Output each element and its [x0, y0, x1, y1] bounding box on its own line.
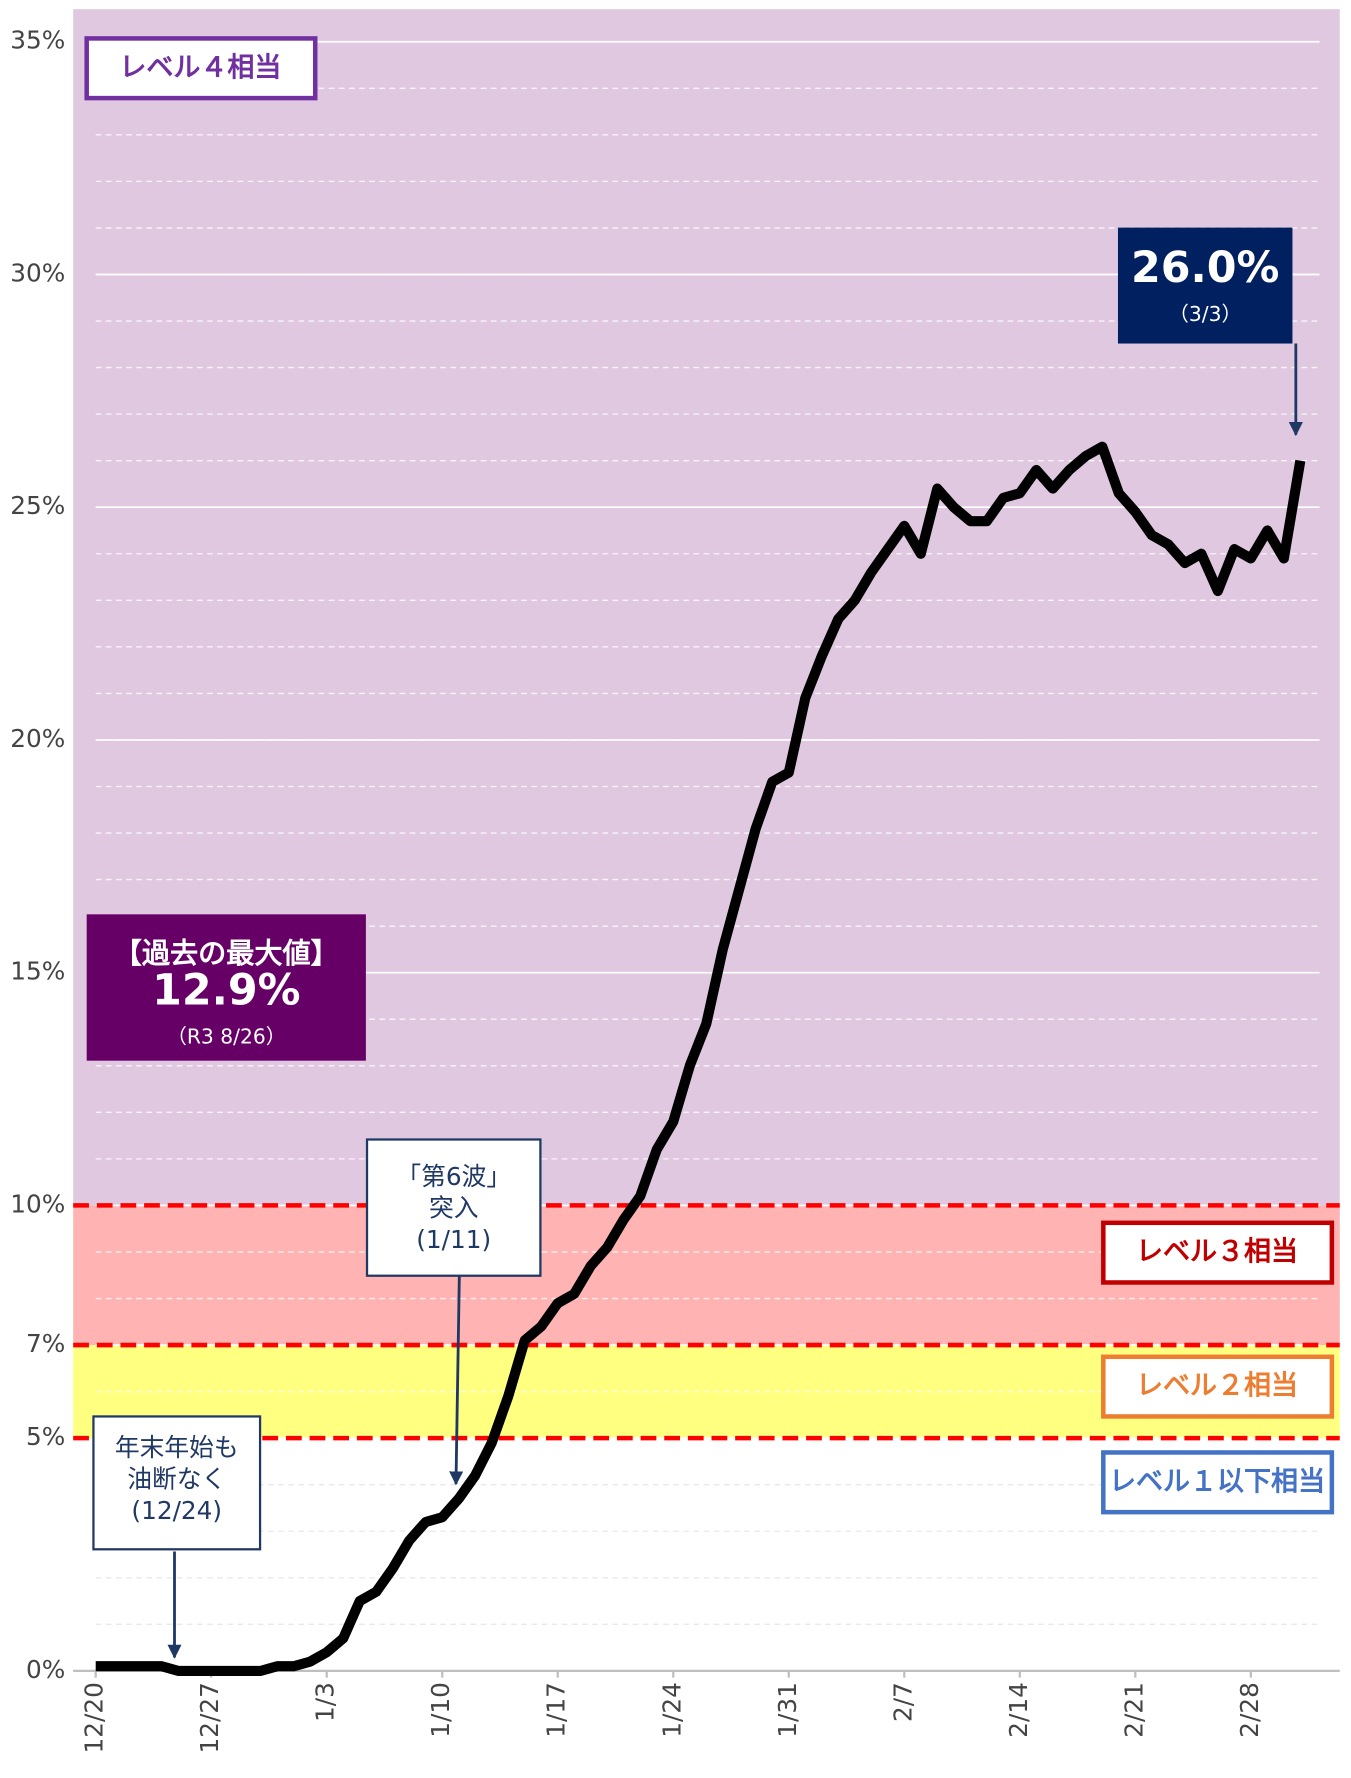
annotation-text: （R3 8/26）: [167, 1025, 286, 1049]
level-box: [1101, 1450, 1335, 1515]
x-tick-label: 1/31: [773, 1682, 802, 1738]
y-tick-label: 30%: [10, 258, 65, 287]
x-tick-label: 12/27: [195, 1682, 224, 1753]
y-tick-label: 20%: [10, 724, 65, 753]
annotation-box: [1117, 227, 1293, 344]
x-tick-label: 1/3: [311, 1682, 340, 1722]
annotation-text: 年末年始も: [115, 1433, 239, 1462]
annotation-text: 油断なく: [127, 1465, 226, 1494]
x-tick-label: 2/14: [1004, 1682, 1033, 1738]
annotation-text: （3/3）: [1169, 302, 1242, 326]
x-tick-label: 2/7: [888, 1682, 917, 1722]
level-label: レベル２相当: [1136, 1371, 1298, 1402]
level-box: [1101, 1354, 1335, 1419]
annotation-text: 26.0%: [1131, 243, 1279, 293]
level-label: レベル１以下相当: [1109, 1466, 1325, 1497]
annotation-text: 【過去の最大値】: [114, 937, 339, 970]
data-line: [95, 441, 1306, 1676]
annotation-arrow: [449, 1275, 464, 1486]
annotation-box: [86, 914, 366, 1061]
x-tick-label: 1/10: [426, 1682, 455, 1738]
y-tick-label: 0%: [26, 1655, 65, 1684]
x-tick-label: 1/24: [657, 1682, 686, 1738]
y-tick-label: 7%: [26, 1329, 65, 1358]
y-tick-label: 15%: [10, 957, 65, 986]
x-tick-label: 2/28: [1235, 1682, 1264, 1738]
annotation-box: [92, 1415, 262, 1551]
level-box: [84, 36, 318, 101]
annotation-text: (1/11): [416, 1225, 491, 1254]
x-tick-label: 12/20: [80, 1682, 109, 1753]
annotation-text: 突入: [429, 1193, 479, 1222]
level-label: レベル３相当: [1136, 1237, 1298, 1268]
annotation-text: (12/24): [131, 1496, 222, 1525]
annotation-text: 12.9%: [152, 966, 300, 1016]
x-tick-label: 2/21: [1119, 1682, 1148, 1738]
y-tick-label: 10%: [10, 1189, 65, 1218]
x-tick-label: 1/17: [542, 1682, 571, 1738]
annotation-text: 「第6波」: [396, 1162, 511, 1191]
y-tick-label: 25%: [10, 491, 65, 520]
y-tick-label: 5%: [26, 1422, 65, 1451]
level-box: [1101, 1220, 1335, 1285]
y-tick-label: 35%: [10, 26, 65, 55]
level-label: レベル４相当: [119, 52, 281, 83]
annotation-box: [365, 1138, 542, 1277]
